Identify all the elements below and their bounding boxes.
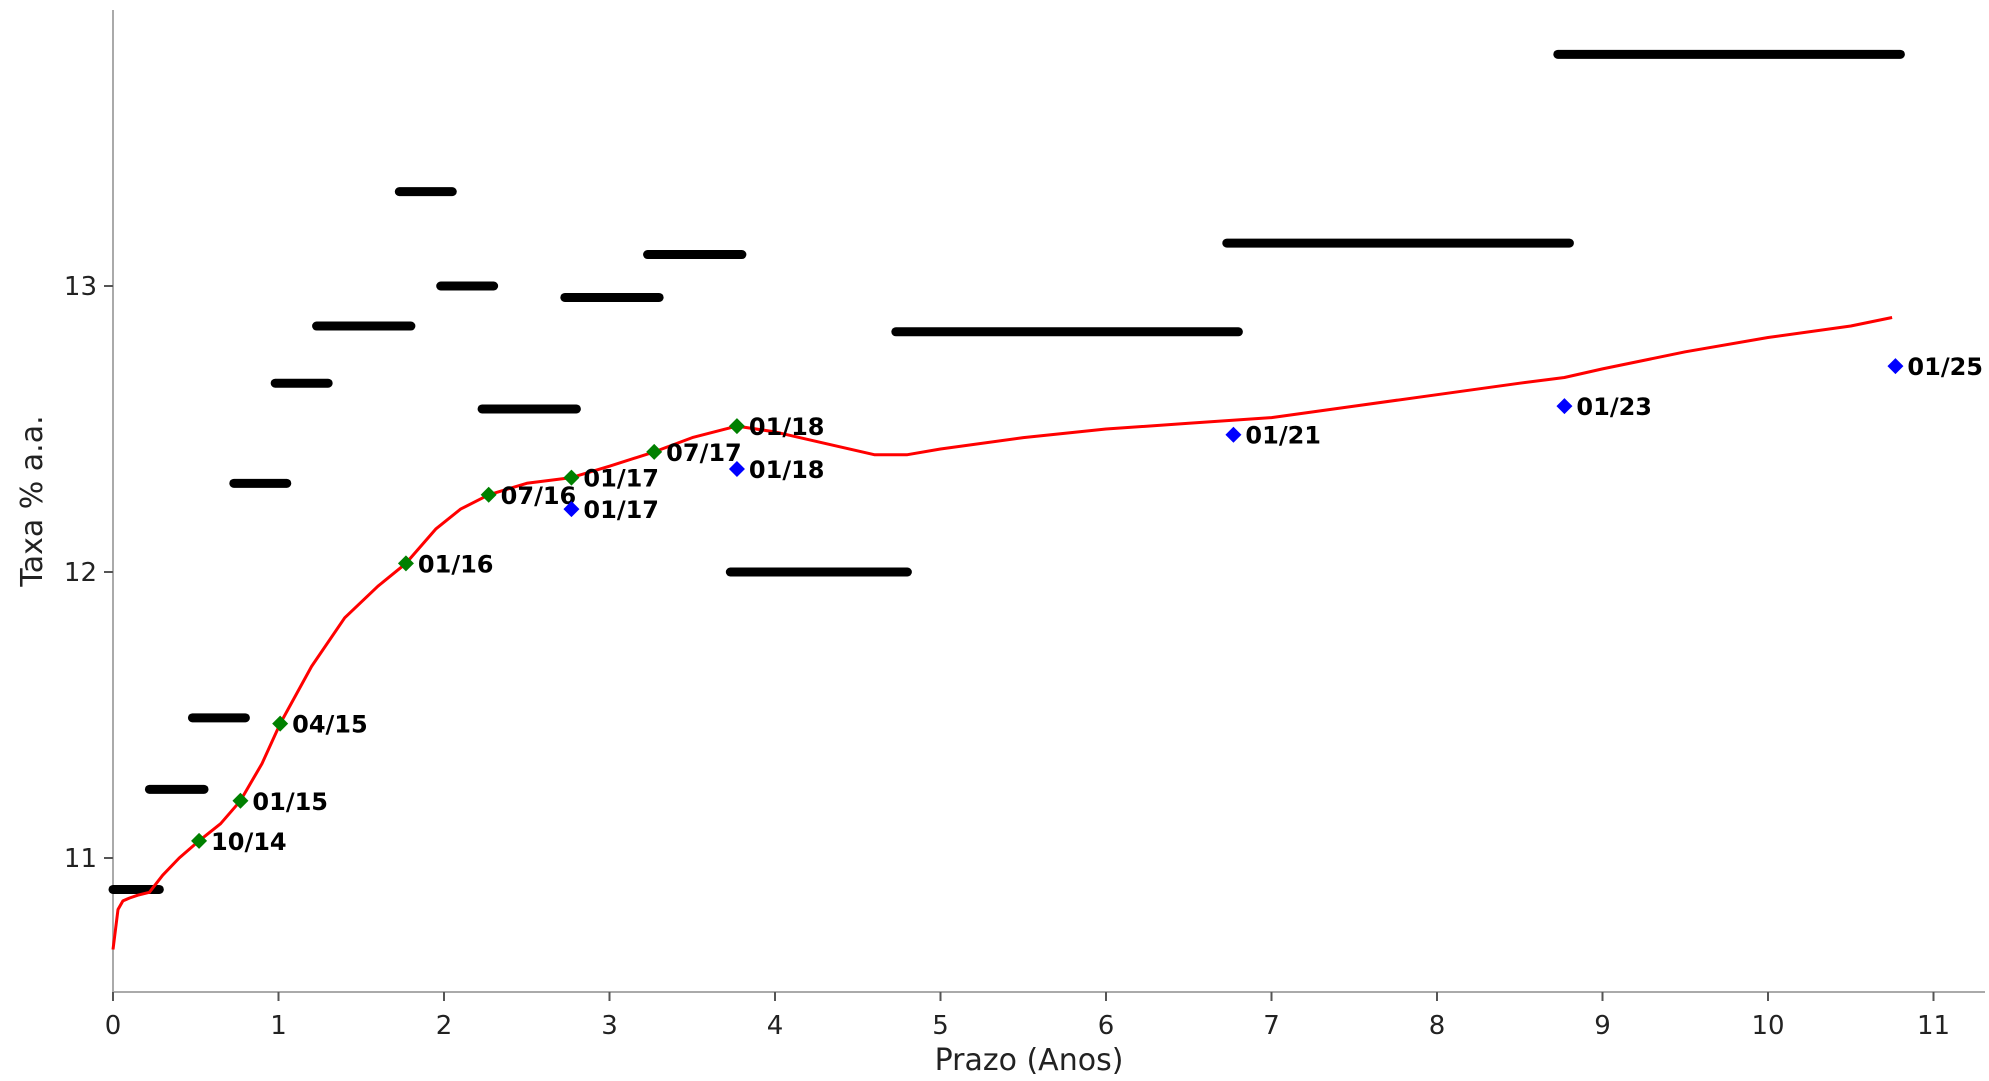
green-point-7 — [728, 418, 745, 435]
yield-curve-line — [111, 316, 1893, 950]
green-point-4 — [480, 486, 497, 503]
blue-point-4 — [1887, 358, 1904, 375]
blue-point-label-4: 01/25 — [1907, 353, 1983, 381]
green-point-label-3: 01/16 — [418, 550, 494, 578]
x-tick-label-2: 2 — [436, 1011, 453, 1041]
blue-point-label-1: 01/18 — [749, 456, 825, 484]
y-tick-label-11: 11 — [64, 844, 97, 874]
x-tick-label-0: 0 — [105, 1011, 122, 1041]
green-point-1 — [232, 792, 249, 809]
y-axis-title: Taxa % a.a. — [15, 415, 50, 587]
blue-point-label-3: 01/23 — [1576, 393, 1652, 421]
green-point-2 — [272, 715, 289, 732]
green-point-3 — [397, 555, 414, 572]
blue-point-3 — [1556, 398, 1573, 415]
blue-point-label-2: 01/21 — [1245, 422, 1321, 450]
points-layer: 10/1401/1504/1501/1607/1601/1707/1701/18… — [191, 353, 1983, 856]
green-point-label-1: 01/15 — [252, 788, 328, 816]
curve-layer — [111, 316, 1893, 950]
x-tick-label-9: 9 — [1594, 1011, 1611, 1041]
green-point-label-7: 01/18 — [749, 413, 825, 441]
x-tick-label-5: 5 — [932, 1011, 949, 1041]
y-tick-label-12: 12 — [64, 558, 97, 588]
green-point-label-2: 04/15 — [292, 711, 368, 739]
blue-point-0 — [563, 501, 580, 518]
green-point-6 — [646, 443, 663, 460]
green-point-label-5: 01/17 — [583, 465, 659, 493]
green-point-label-0: 10/14 — [211, 828, 287, 856]
green-point-5 — [563, 469, 580, 486]
blue-point-label-0: 01/17 — [583, 496, 659, 524]
x-tick-label-3: 3 — [601, 1011, 618, 1041]
forward-segments — [108, 49, 1905, 894]
green-point-label-4: 07/16 — [501, 482, 577, 510]
y-tick-label-13: 13 — [64, 272, 97, 302]
x-tick-label-4: 4 — [767, 1011, 784, 1041]
x-tick-label-11: 11 — [1917, 1011, 1950, 1041]
x-tick-label-10: 10 — [1751, 1011, 1784, 1041]
x-tick-label-8: 8 — [1429, 1011, 1446, 1041]
x-axis-title: Prazo (Anos) — [935, 1043, 1124, 1077]
x-tick-label-6: 6 — [1098, 1011, 1115, 1041]
blue-point-1 — [728, 461, 745, 478]
x-tick-label-1: 1 — [270, 1011, 287, 1041]
blue-point-2 — [1225, 426, 1242, 443]
green-point-0 — [191, 832, 208, 849]
x-tick-label-7: 7 — [1263, 1011, 1280, 1041]
green-point-label-6: 07/17 — [666, 439, 742, 467]
